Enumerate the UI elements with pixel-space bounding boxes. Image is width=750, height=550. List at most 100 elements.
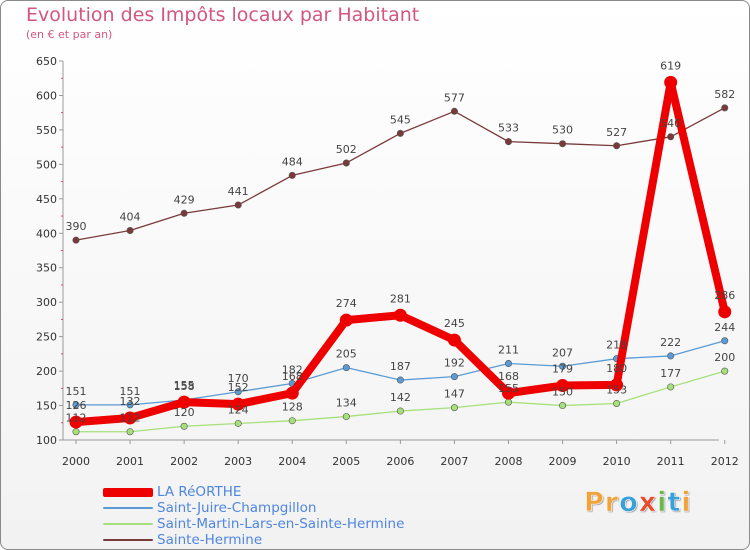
legend-label: Saint-Juire-Champgillon [157, 500, 317, 516]
data-label: 441 [228, 185, 249, 198]
y-tick-label: 650 [36, 55, 57, 68]
data-point [450, 404, 458, 412]
logo-letter: o [619, 487, 639, 519]
data-point [339, 313, 353, 327]
legend-item: Saint-Martin-Lars-en-Sainte-Hermine [103, 516, 404, 532]
data-label: 211 [498, 344, 519, 357]
data-point [396, 129, 404, 137]
data-point [126, 401, 134, 409]
y-tick-label: 200 [36, 365, 57, 378]
data-point [396, 376, 404, 384]
data-label: 429 [174, 193, 195, 206]
series-line-3 [75, 107, 726, 241]
x-tick-label: 2011 [657, 455, 685, 468]
legend-label: Sainte-Hermine [157, 532, 263, 548]
data-label: 207 [552, 346, 573, 359]
data-point [559, 402, 567, 410]
data-point [504, 138, 512, 146]
data-point [123, 411, 137, 425]
data-label: 155 [498, 382, 519, 395]
data-point [613, 399, 621, 407]
data-label: 151 [120, 385, 141, 398]
data-label: 151 [66, 385, 87, 398]
data-point [556, 379, 570, 393]
legend-item: LA RéORTHE [103, 484, 404, 500]
data-label: 158 [174, 380, 195, 393]
legend: LA RéORTHE Saint-Juire-Champgillon Saint-M… [103, 484, 404, 548]
data-label: 540 [660, 117, 681, 130]
legend-swatch [103, 539, 153, 541]
x-tick-label: 2009 [549, 455, 577, 468]
x-tick-label: 2005 [332, 455, 360, 468]
data-label: 153 [606, 383, 627, 396]
logo-letter: i [681, 487, 692, 519]
data-label: 577 [444, 91, 465, 104]
series-layer [69, 75, 732, 436]
data-point [180, 209, 188, 217]
data-point [72, 236, 80, 244]
data-label: 142 [390, 391, 411, 404]
proxiti-logo: Proxiti [584, 487, 692, 519]
data-point [559, 362, 567, 370]
data-label: 132 [120, 395, 141, 408]
x-tick-label: 2006 [386, 455, 414, 468]
data-point [559, 140, 567, 148]
data-label: 126 [66, 399, 87, 412]
data-label: 245 [444, 317, 465, 330]
x-tick-label: 2004 [278, 455, 306, 468]
y-tick-label: 400 [36, 227, 57, 240]
data-point [234, 388, 242, 396]
data-point [342, 413, 350, 421]
y-tick-label: 450 [36, 193, 57, 206]
data-label: 120 [174, 406, 195, 419]
data-labels-layer: 390 404 429 441 484 502 545 577 533 530 527 540 582 1… [66, 59, 736, 424]
data-point [396, 407, 404, 415]
data-point [450, 373, 458, 381]
x-tick-label: 2000 [62, 455, 90, 468]
data-label: 286 [714, 289, 735, 302]
y-tick-label: 150 [36, 400, 57, 413]
data-point [234, 419, 242, 427]
data-point [72, 401, 80, 409]
data-point [126, 227, 134, 235]
data-label: 222 [660, 336, 681, 349]
data-point [288, 171, 296, 179]
data-label: 533 [498, 122, 519, 135]
legend-label: Saint-Martin-Lars-en-Sainte-Hermine [157, 516, 405, 532]
logo-letter: i [657, 487, 668, 519]
data-label: 112 [120, 412, 141, 425]
x-tick-label: 2002 [170, 455, 198, 468]
data-label: 502 [336, 143, 357, 156]
y-tick-label: 600 [36, 89, 57, 102]
data-point [393, 308, 407, 322]
data-label: 168 [282, 370, 303, 383]
data-label: 545 [390, 113, 411, 126]
x-tick-label: 2003 [224, 455, 252, 468]
x-tick-label: 2010 [603, 455, 631, 468]
x-tick-label: 2001 [116, 455, 144, 468]
data-label: 530 [552, 124, 573, 137]
data-point [231, 397, 245, 411]
logo-letter: P [584, 487, 605, 519]
data-label: 527 [606, 126, 627, 139]
data-label: 390 [66, 220, 87, 233]
data-label: 619 [660, 59, 681, 72]
data-point [288, 417, 296, 425]
data-point [721, 337, 729, 345]
chart-title: Evolution des Impôts locaux par Habitant [26, 4, 420, 26]
data-label: 155 [174, 379, 195, 392]
data-point [177, 395, 191, 409]
data-point [69, 415, 83, 429]
data-point [667, 352, 675, 360]
data-label: 404 [120, 211, 141, 224]
data-label: 147 [444, 388, 465, 401]
data-point [72, 428, 80, 436]
legend-swatch [103, 507, 153, 509]
data-label: 182 [282, 363, 303, 376]
data-label: 192 [444, 357, 465, 370]
y-tick-label: 500 [36, 158, 57, 171]
data-label: 150 [552, 386, 573, 399]
data-label: 274 [336, 297, 357, 310]
data-label: 218 [606, 339, 627, 352]
y-tick-label: 250 [36, 331, 57, 344]
